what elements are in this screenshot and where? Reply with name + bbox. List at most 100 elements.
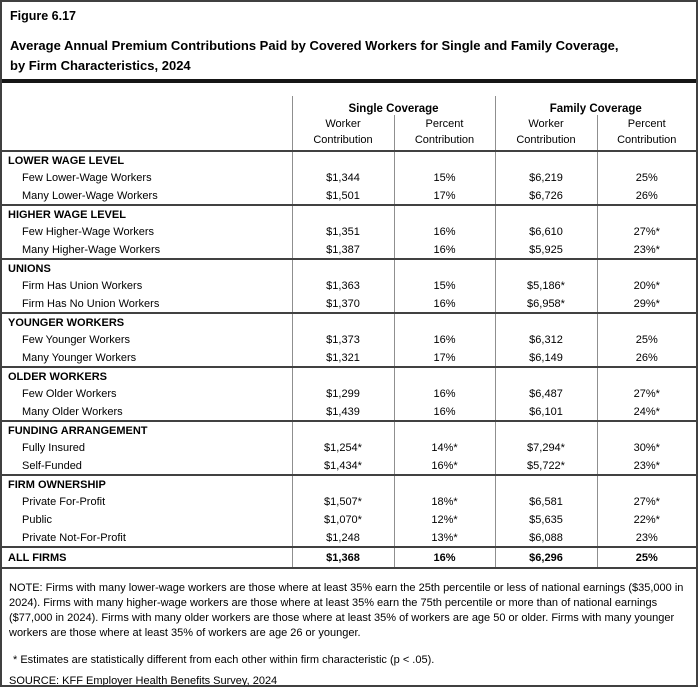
section-header-label: FIRM OWNERSHIP	[2, 474, 292, 493]
empty-cell	[596, 258, 696, 277]
value-cell: 23%	[596, 529, 696, 547]
figure-label: Figure 6.17	[10, 9, 76, 23]
value-cell: $5,186*	[494, 277, 597, 295]
empty-corner-cell	[2, 115, 292, 152]
section-header-row: HIGHER WAGE LEVEL	[2, 204, 696, 223]
data-row: Firm Has Union Workers $1,363 15% $5,186* 20…	[2, 277, 696, 295]
data-row: Self-Funded $1,434* 16%* $5,722* 23%*	[2, 457, 696, 475]
value-cell: 12%*	[393, 511, 495, 529]
col-header-family-percent-contribution: Percent Contribution	[596, 115, 696, 152]
all-firms-row: ALL FIRMS $1,368 16% $6,296 25%	[2, 546, 696, 569]
section-header-label: YOUNGER WORKERS	[2, 312, 292, 331]
section-header-label: LOWER WAGE LEVEL	[2, 150, 292, 169]
empty-cell	[494, 420, 597, 439]
row-label: Public	[22, 514, 52, 526]
value-cell: 15%	[393, 169, 495, 187]
row-label: Many Younger Workers	[22, 351, 137, 364]
col-header-single-percent-contribution: Percent Contribution	[393, 115, 495, 152]
value-cell: $1,344	[291, 169, 394, 187]
data-row: Few Younger Workers $1,373 16% $6,312 25%	[2, 331, 696, 349]
table-body: LOWER WAGE LEVEL Few Lower-Wage Workers $1…	[2, 150, 696, 547]
empty-cell	[596, 366, 696, 385]
value-cell: 16%	[393, 403, 495, 421]
data-row: Many Younger Workers $1,321 17% $6,149 26%	[2, 349, 696, 367]
value-cell: $1,434*	[291, 457, 394, 475]
note-text: NOTE: Firms with many lower-wage workers…	[9, 582, 684, 639]
value-cell: 30%*	[596, 439, 696, 457]
section-header-row: YOUNGER WORKERS	[2, 312, 696, 331]
group-header-row: Single Coverage Family Coverage	[2, 96, 696, 115]
col-header-single-worker-contribution: Worker Contribution	[291, 115, 394, 152]
data-row: Firm Has No Union Workers $1,370 16% $6,958…	[2, 295, 696, 313]
row-label: Few Lower-Wage Workers	[22, 172, 152, 184]
value-cell: 17%	[393, 349, 495, 367]
value-cell: $6,219	[494, 169, 597, 187]
page-title: Average Annual Premium Contributions Pai…	[10, 38, 619, 74]
all-firms-family-percent-value: 25%	[596, 546, 696, 569]
value-cell: $5,635	[494, 511, 597, 529]
data-row: Many Older Workers $1,439 16% $6,101 24%*	[2, 403, 696, 421]
notes-block: NOTE: Firms with many lower-wage workers…	[2, 569, 696, 685]
empty-cell	[393, 258, 495, 277]
value-cell: $6,487	[494, 385, 597, 403]
row-label: Private For-Profit	[22, 496, 106, 508]
value-cell: 14%*	[393, 439, 495, 457]
empty-cell	[596, 420, 696, 439]
row-label: Firm Has No Union Workers	[22, 297, 160, 310]
section-header-label: OLDER WORKERS	[2, 366, 292, 385]
value-cell: $1,351	[291, 223, 394, 241]
value-cell: 16%*	[393, 457, 495, 475]
empty-cell	[291, 204, 394, 223]
data-row: Few Lower-Wage Workers $1,344 15% $6,219 25%	[2, 169, 696, 187]
empty-cell	[393, 150, 495, 169]
row-label: Many Higher-Wage Workers	[22, 243, 161, 256]
row-label: Many Older Workers	[22, 405, 123, 418]
row-label: Private Not-For-Profit	[22, 531, 126, 544]
value-cell: $1,373	[291, 331, 394, 349]
empty-cell	[393, 420, 495, 439]
empty-cell	[494, 366, 597, 385]
value-cell: 27%*	[596, 385, 696, 403]
value-cell: $5,925	[494, 241, 597, 259]
empty-cell	[393, 312, 495, 331]
all-firms-family-worker-value: $6,296	[494, 546, 597, 569]
empty-cell	[494, 150, 597, 169]
value-cell: 23%*	[596, 241, 696, 259]
value-cell: 25%	[596, 331, 696, 349]
empty-cell	[291, 420, 394, 439]
empty-cell	[291, 150, 394, 169]
value-cell: $1,507*	[291, 493, 394, 511]
row-label: Many Lower-Wage Workers	[22, 189, 158, 202]
value-cell: $1,321	[291, 349, 394, 367]
empty-cell	[596, 312, 696, 331]
all-firms-single-worker-value: $1,368	[291, 546, 394, 569]
value-cell: $6,101	[494, 403, 597, 421]
value-cell: 16%	[393, 331, 495, 349]
empty-cell	[291, 366, 394, 385]
premium-contributions-table: Single Coverage Family Coverage Worker C…	[2, 96, 696, 569]
value-cell: $1,254*	[291, 439, 394, 457]
row-label: Few Older Workers	[22, 388, 117, 400]
section-header-label: HIGHER WAGE LEVEL	[2, 204, 292, 223]
value-cell: 27%*	[596, 223, 696, 241]
value-cell: $1,439	[291, 403, 394, 421]
value-cell: 16%	[393, 223, 495, 241]
data-row: Fully Insured $1,254* 14%* $7,294* 30%*	[2, 439, 696, 457]
section-header-row: UNIONS	[2, 258, 696, 277]
value-cell: 18%*	[393, 493, 495, 511]
group-header-single-coverage: Single Coverage	[291, 96, 495, 115]
empty-cell	[393, 204, 495, 223]
value-cell: 29%*	[596, 295, 696, 313]
section-header-label: UNIONS	[2, 258, 292, 277]
section-header-row: OLDER WORKERS	[2, 366, 696, 385]
data-row: Private For-Profit $1,507* 18%* $6,581 27%*	[2, 493, 696, 511]
group-header-family-coverage: Family Coverage	[494, 96, 696, 115]
value-cell: $7,294*	[494, 439, 597, 457]
value-cell: 13%*	[393, 529, 495, 547]
value-cell: $5,722*	[494, 457, 597, 475]
footnote-text: * Estimates are statistically different …	[13, 654, 435, 666]
value-cell: $6,610	[494, 223, 597, 241]
value-cell: $6,088	[494, 529, 597, 547]
value-cell: 26%	[596, 187, 696, 205]
